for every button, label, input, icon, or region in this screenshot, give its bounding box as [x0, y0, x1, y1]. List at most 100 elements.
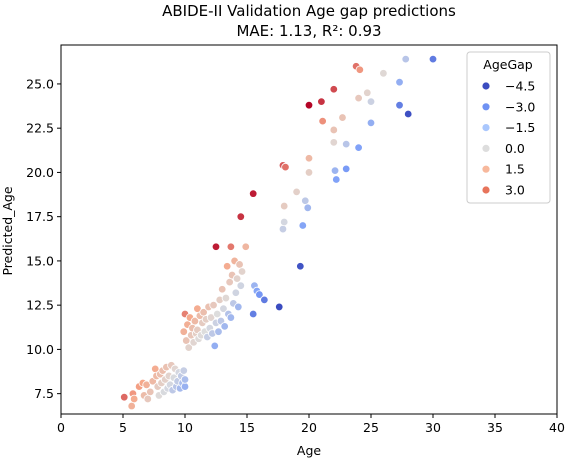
data-point: [235, 260, 244, 269]
data-point: [366, 118, 376, 128]
legend-label: −1.5: [505, 120, 535, 135]
data-point: [303, 203, 312, 213]
data-point: [278, 224, 288, 234]
legend-title: AgeGap: [483, 57, 533, 72]
data-point: [354, 143, 363, 152]
data-point: [213, 309, 222, 319]
legend-label: 3.0: [505, 183, 525, 198]
y-tick-label: 25.0: [26, 76, 54, 91]
data-point: [222, 262, 232, 271]
data-point: [301, 196, 310, 205]
legend: AgeGap −4.5 −3.0 −1.5 0.0 1.5 3.0: [466, 51, 551, 204]
points-layer: [120, 54, 438, 411]
x-tick-label: 0: [57, 420, 65, 435]
data-point: [260, 295, 269, 305]
data-point: [179, 366, 188, 375]
x-tick-label: 25: [363, 420, 379, 435]
x-axis: 0 5 10 15 20 25 30 35 40: [57, 414, 565, 435]
data-point: [342, 164, 351, 174]
data-point: [332, 175, 341, 184]
data-point: [180, 382, 190, 391]
data-point: [209, 300, 218, 310]
data-point: [129, 394, 139, 404]
data-point: [329, 125, 338, 135]
data-point: [338, 113, 347, 122]
legend-marker: [481, 102, 491, 112]
data-point: [329, 85, 338, 94]
x-axis-label: Age: [297, 443, 321, 458]
y-tick-label: 7.5: [34, 386, 54, 401]
data-point: [329, 138, 338, 147]
data-point: [225, 277, 234, 287]
data-point: [401, 54, 410, 64]
legend-label: −4.5: [505, 79, 535, 94]
data-point: [211, 242, 221, 251]
data-point: [275, 302, 284, 312]
data-point: [219, 304, 228, 313]
y-tick-label: 22.5: [26, 121, 54, 136]
y-tick-label: 15.0: [26, 253, 54, 268]
data-point: [304, 100, 314, 110]
x-tick-label: 5: [119, 420, 127, 435]
legend-label: 1.5: [505, 162, 525, 177]
data-point: [428, 54, 438, 64]
y-tick-label: 12.5: [26, 298, 54, 313]
data-point: [226, 313, 236, 322]
data-point: [248, 189, 258, 198]
legend-label: 0.0: [505, 141, 525, 156]
data-point: [217, 285, 227, 294]
data-point: [210, 341, 219, 351]
data-point: [221, 293, 231, 303]
y-tick-label: 17.5: [26, 209, 54, 224]
data-point: [180, 375, 190, 384]
data-point: [342, 139, 351, 149]
data-point: [354, 93, 363, 103]
data-point: [143, 394, 152, 404]
y-tick-label: 20.0: [26, 165, 54, 180]
data-point: [234, 302, 243, 312]
legend-marker: [481, 185, 491, 195]
data-point: [330, 166, 340, 175]
data-point: [304, 154, 314, 163]
data-point: [404, 109, 413, 119]
data-point: [206, 313, 216, 322]
data-point: [318, 116, 327, 126]
legend-label: −3.0: [505, 99, 535, 114]
data-point: [363, 88, 372, 97]
x-tick-label: 15: [239, 420, 255, 435]
chart-title: ABIDE-II Validation Age gap predictions: [162, 2, 456, 20]
data-point: [395, 100, 404, 110]
data-point: [236, 212, 245, 221]
data-point: [120, 392, 129, 402]
legend-marker: [481, 143, 491, 153]
data-point: [304, 168, 314, 177]
data-point: [280, 201, 289, 211]
data-point: [127, 401, 136, 411]
data-point: [241, 242, 250, 251]
data-point: [292, 187, 301, 197]
x-tick-label: 20: [301, 420, 317, 435]
data-point: [184, 343, 193, 352]
data-point: [142, 380, 151, 389]
data-point: [248, 309, 258, 319]
legend-marker: [481, 81, 491, 91]
y-tick-label: 10.0: [26, 342, 54, 357]
x-tick-label: 10: [177, 420, 193, 435]
chart-subtitle: MAE: 1.13, R²: 0.93: [236, 22, 381, 40]
data-point: [231, 288, 241, 297]
data-point: [232, 274, 242, 283]
legend-marker: [481, 164, 491, 174]
data-point: [214, 327, 223, 336]
data-point: [146, 387, 155, 397]
data-point: [237, 267, 247, 276]
legend-marker: [481, 123, 491, 132]
data-point: [298, 221, 307, 230]
y-axis-label: Predicted_Age: [0, 186, 15, 275]
data-point: [255, 290, 264, 299]
data-point: [236, 281, 245, 290]
y-axis: 7.5 10.0 12.5 15.0 17.5 20.0 22.5 25.0: [26, 76, 61, 401]
data-point: [281, 162, 290, 172]
x-tick-label: 30: [425, 420, 441, 435]
data-point: [317, 97, 326, 106]
